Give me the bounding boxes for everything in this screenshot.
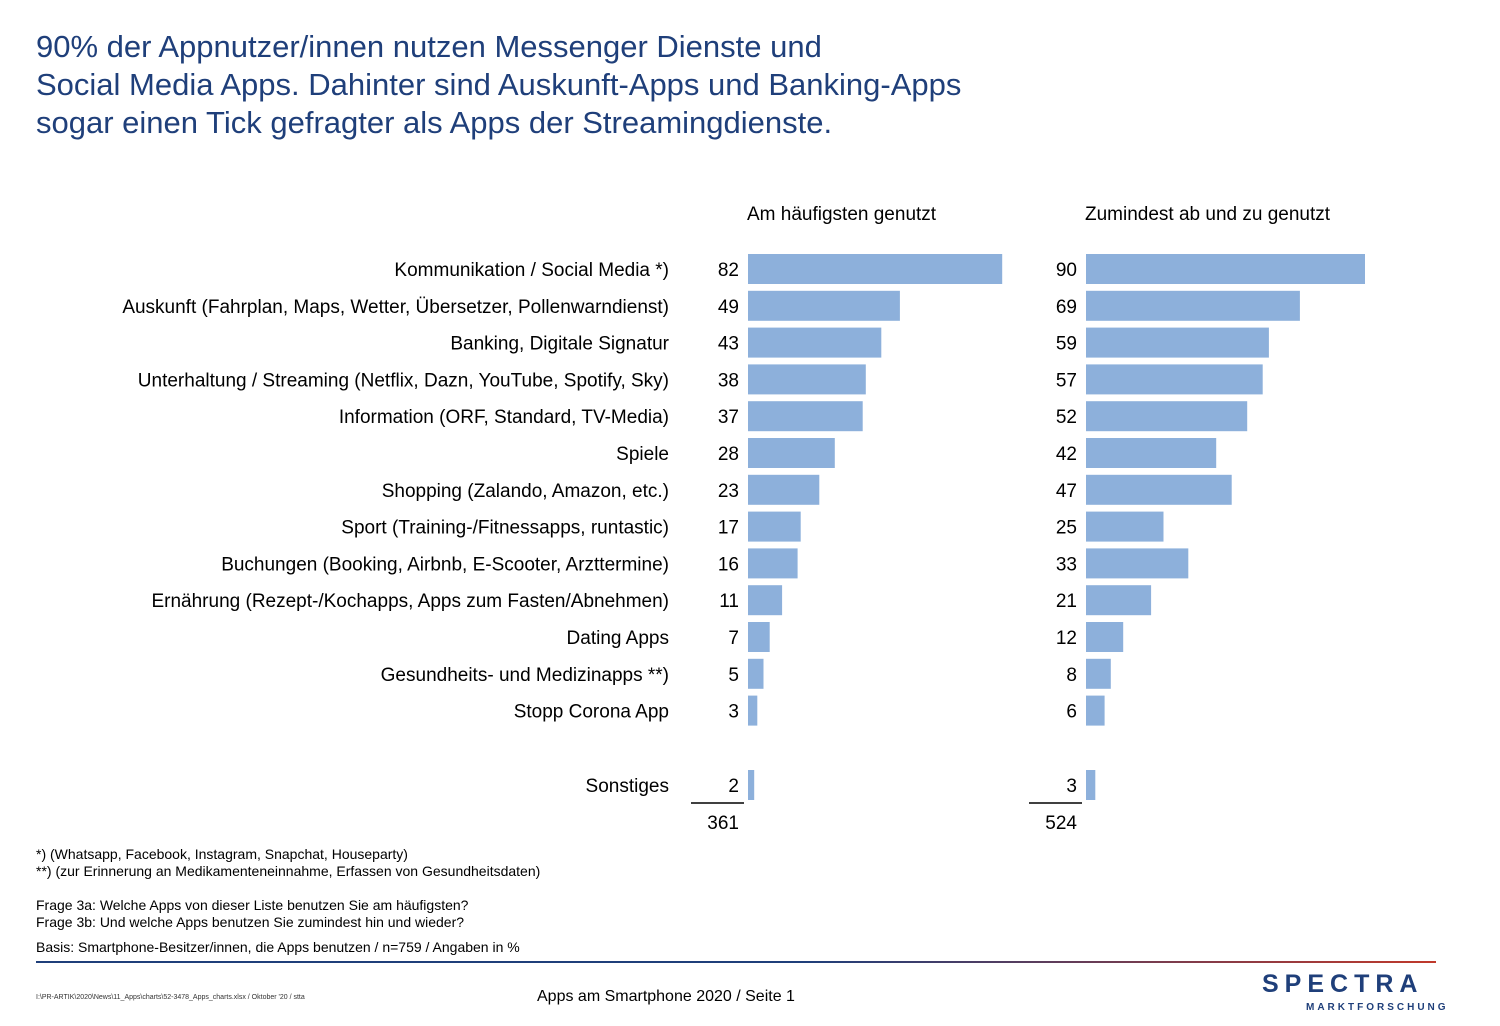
category-label: Buchungen (Booking, Airbnb, E-Scooter, A… — [221, 554, 669, 575]
data-label: 82 — [718, 260, 739, 281]
footnote: **) (zur Erinnerung an Medikamenteneinna… — [36, 863, 541, 879]
bar — [748, 770, 755, 800]
data-label: 2 — [728, 776, 739, 797]
data-label: 37 — [718, 407, 739, 428]
page-title: 90% der Appnutzer/innen nutzen Messenger… — [36, 28, 1136, 142]
spectra-logo: SPECTRA MARKTFORSCHUNG — [1262, 970, 1462, 1020]
total-label: 361 — [707, 813, 739, 834]
bar — [1086, 585, 1152, 616]
title-line: sogar einen Tick gefragter als Apps der … — [36, 105, 833, 140]
category-label: Sonstiges — [586, 776, 669, 797]
bar — [748, 548, 798, 579]
data-label: 49 — [718, 297, 739, 318]
category-label: Gesundheits- und Medizinapps **) — [381, 665, 669, 686]
bar — [748, 364, 866, 395]
data-label: 3 — [1066, 776, 1077, 797]
category-label: Kommunikation / Social Media *) — [394, 260, 669, 281]
total-label: 524 — [1045, 813, 1077, 834]
logo-wordmark: SPECTRA — [1262, 970, 1424, 998]
data-label: 17 — [718, 518, 739, 539]
bar — [1086, 622, 1124, 652]
data-label: 69 — [1056, 297, 1077, 318]
bar — [748, 401, 863, 432]
category-label: Auskunft (Fahrplan, Maps, Wetter, Überse… — [122, 297, 669, 318]
bar — [1086, 327, 1269, 358]
bar — [1086, 254, 1365, 284]
bar — [748, 511, 801, 542]
bar — [1086, 695, 1105, 726]
title-line: Social Media Apps. Dahinter sind Auskunf… — [36, 67, 962, 102]
bar — [748, 695, 758, 726]
bar — [1086, 548, 1189, 579]
bar — [748, 658, 764, 689]
bar — [748, 474, 820, 505]
data-label: 59 — [1056, 334, 1077, 355]
data-label: 16 — [718, 554, 739, 575]
data-label: 12 — [1056, 628, 1077, 649]
bar — [748, 438, 835, 468]
data-label: 11 — [719, 591, 739, 612]
data-label: 8 — [1066, 665, 1077, 686]
data-label: 23 — [718, 481, 739, 502]
category-label: Shopping (Zalando, Amazon, etc.) — [382, 481, 669, 502]
data-label: 3 — [728, 702, 739, 723]
bar — [1086, 401, 1248, 432]
basis-text: Basis: Smartphone-Besitzer/innen, die Ap… — [36, 939, 520, 955]
data-label: 42 — [1056, 444, 1077, 465]
data-label: 6 — [1066, 702, 1077, 723]
data-label: 5 — [728, 665, 739, 686]
data-label: 43 — [718, 334, 739, 355]
data-label: 57 — [1056, 370, 1077, 391]
logo-subline: MARKTFORSCHUNG — [1306, 1002, 1449, 1013]
data-label: 7 — [728, 628, 739, 649]
bar — [1086, 511, 1164, 542]
data-label: 47 — [1056, 481, 1077, 502]
bar — [1086, 290, 1300, 321]
file-path: I:\PR-ARTIK\2020\News\11_Apps\charts\52-… — [36, 994, 305, 1001]
category-label: Unterhaltung / Streaming (Netflix, Dazn,… — [138, 370, 669, 391]
bar — [748, 622, 770, 652]
data-label: 90 — [1056, 260, 1077, 281]
category-label: Banking, Digitale Signatur — [450, 334, 669, 355]
page-footer: Apps am Smartphone 2020 / Seite 1 — [537, 988, 795, 1005]
notes: *) (Whatsapp, Facebook, Instagram, Snapc… — [36, 846, 540, 956]
category-label: Spiele — [616, 444, 669, 465]
data-label: 25 — [1056, 518, 1077, 539]
data-label: 21 — [1056, 591, 1077, 612]
category-label: Information (ORF, Standard, TV-Media) — [339, 407, 669, 428]
bar — [1086, 658, 1111, 689]
series-header: Am häufigsten genutzt — [747, 204, 937, 225]
data-label: 33 — [1056, 554, 1077, 575]
category-label: Sport (Training-/Fitnessapps, runtastic) — [341, 518, 669, 539]
footer-divider — [36, 961, 1436, 963]
bar — [748, 327, 882, 358]
category-label: Ernährung (Rezept-/Kochapps, Apps zum Fa… — [151, 591, 669, 612]
bar — [1086, 438, 1217, 468]
data-label: 38 — [718, 370, 739, 391]
question-text: Frage 3b: Und welche Apps benutzen Sie z… — [36, 914, 465, 930]
data-label: 28 — [718, 444, 739, 465]
bar — [1086, 364, 1263, 395]
title-line: 90% der Appnutzer/innen nutzen Messenger… — [36, 29, 822, 64]
bar-chart: Kommunikation / Social Media *) Auskunft … — [122, 204, 1365, 834]
bar — [748, 254, 1003, 284]
bar — [1086, 770, 1096, 800]
bar — [748, 585, 783, 616]
series-header: Zumindest ab und zu genutzt — [1085, 204, 1331, 225]
bar — [748, 290, 900, 321]
category-label: Dating Apps — [567, 628, 669, 649]
bar — [1086, 474, 1232, 505]
question-text: Frage 3a: Welche Apps von dieser Liste b… — [36, 897, 469, 913]
footnote: *) (Whatsapp, Facebook, Instagram, Snapc… — [36, 846, 408, 862]
category-label: Stopp Corona App — [514, 702, 669, 723]
data-label: 52 — [1056, 407, 1077, 428]
